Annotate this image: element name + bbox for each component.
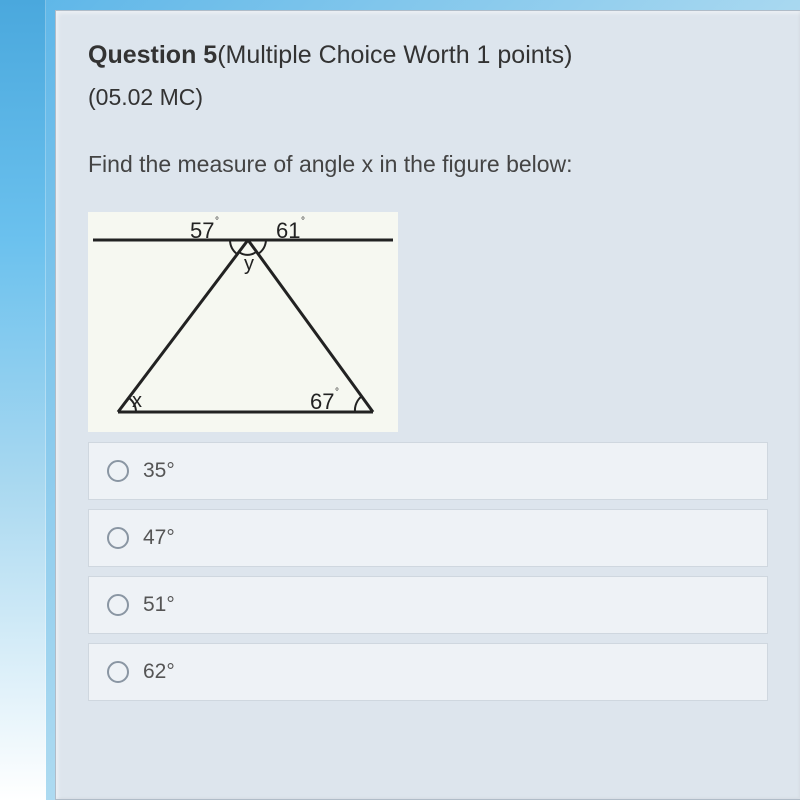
left-accent-strip — [0, 0, 46, 800]
apex-right-arc — [258, 240, 266, 254]
question-number: Question 5 — [88, 41, 217, 69]
option-label: 47° — [143, 526, 175, 550]
question-prompt: Find the measure of angle x in the figur… — [88, 151, 768, 178]
triangle-left-side — [118, 240, 248, 412]
question-worth: (Multiple Choice Worth 1 points) — [217, 41, 572, 69]
label-y: y — [244, 253, 254, 275]
question-title: Question 5(Multiple Choice Worth 1 point… — [88, 41, 768, 70]
apex-left-arc — [230, 240, 237, 254]
triangle-figure: 57 ° 61 ° y x 67 ° — [88, 212, 398, 432]
option-d[interactable]: 62° — [88, 643, 768, 701]
label-x: x — [132, 390, 142, 412]
radio-icon — [107, 460, 129, 482]
deg-67: ° — [335, 387, 339, 398]
option-label: 35° — [143, 459, 175, 483]
question-code: (05.02 MC) — [88, 84, 768, 111]
label-67: 67 — [310, 389, 334, 414]
question-panel: Question 5(Multiple Choice Worth 1 point… — [55, 10, 800, 800]
deg-57: ° — [215, 216, 219, 227]
radio-icon — [107, 527, 129, 549]
option-a[interactable]: 35° — [88, 442, 768, 500]
answer-options: 35° 47° 51° 62° — [88, 442, 768, 701]
label-61: 61 — [276, 218, 300, 243]
bottom-right-arc — [355, 396, 362, 412]
triangle-right-side — [248, 240, 373, 412]
option-label: 51° — [143, 593, 175, 617]
option-c[interactable]: 51° — [88, 576, 768, 634]
option-label: 62° — [143, 660, 175, 684]
radio-icon — [107, 594, 129, 616]
radio-icon — [107, 661, 129, 683]
option-b[interactable]: 47° — [88, 509, 768, 567]
deg-61: ° — [301, 216, 305, 227]
label-57: 57 — [190, 218, 214, 243]
